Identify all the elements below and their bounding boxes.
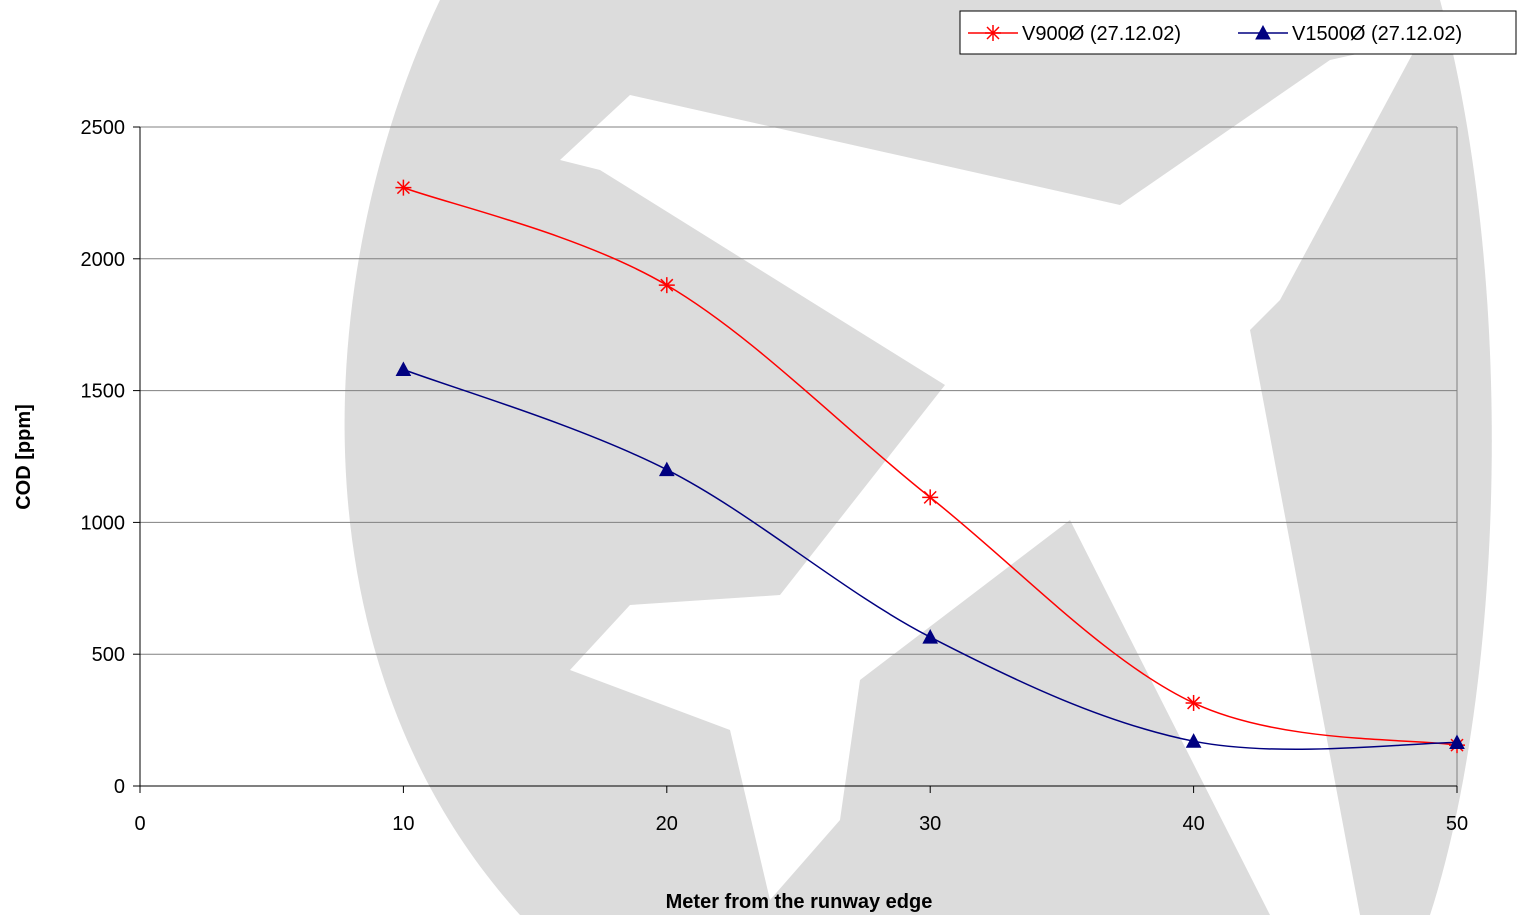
y-axis-title: COD [ppm] bbox=[13, 404, 35, 510]
y-tick-label: 500 bbox=[92, 644, 125, 666]
y-tick-label: 2500 bbox=[81, 117, 126, 139]
y-tick-label: 2000 bbox=[81, 249, 126, 271]
y-tick-label: 0 bbox=[114, 776, 125, 798]
data-point bbox=[1449, 734, 1465, 750]
y-tick-label: 1000 bbox=[81, 512, 126, 534]
legend-marker bbox=[985, 25, 1001, 41]
series-group bbox=[395, 179, 1465, 754]
legend-item-1: V900Ø (27.12.02) bbox=[968, 23, 1181, 45]
series-1 bbox=[395, 179, 1465, 754]
series-2 bbox=[395, 361, 1465, 751]
x-tick-label: 0 bbox=[134, 813, 145, 835]
x-axis-title: Meter from the runway edge bbox=[666, 891, 933, 913]
y-tick-label: 1500 bbox=[81, 381, 126, 403]
legend-item-2: V1500Ø (27.12.02) bbox=[1238, 23, 1462, 45]
data-point bbox=[922, 489, 939, 506]
legend-label: V900Ø (27.12.02) bbox=[1022, 23, 1181, 45]
x-tick-label: 20 bbox=[656, 813, 678, 835]
data-point bbox=[395, 361, 412, 377]
tick-labels: 0 500 1000 1500 2000 2500 0 10 20 30 40 50 bbox=[81, 117, 1469, 835]
legend: V900Ø (27.12.02) V1500Ø (27.12.02) bbox=[959, 10, 1517, 55]
legend-marker bbox=[1255, 24, 1271, 40]
x-tick-label: 40 bbox=[1182, 813, 1204, 835]
legend-label: V1500Ø (27.12.02) bbox=[1292, 23, 1462, 45]
data-point bbox=[1185, 733, 1202, 748]
x-tick-label: 50 bbox=[1446, 813, 1468, 835]
data-point bbox=[658, 277, 675, 294]
x-tick-label: 10 bbox=[392, 813, 414, 835]
data-point bbox=[658, 461, 675, 477]
axes bbox=[133, 126, 1458, 793]
data-point bbox=[1185, 694, 1202, 711]
data-point bbox=[395, 179, 412, 196]
data-point bbox=[922, 629, 939, 644]
x-tick-label: 30 bbox=[919, 813, 941, 835]
airplane-watermark-icon bbox=[344, 0, 1492, 915]
gridlines bbox=[140, 126, 1458, 786]
